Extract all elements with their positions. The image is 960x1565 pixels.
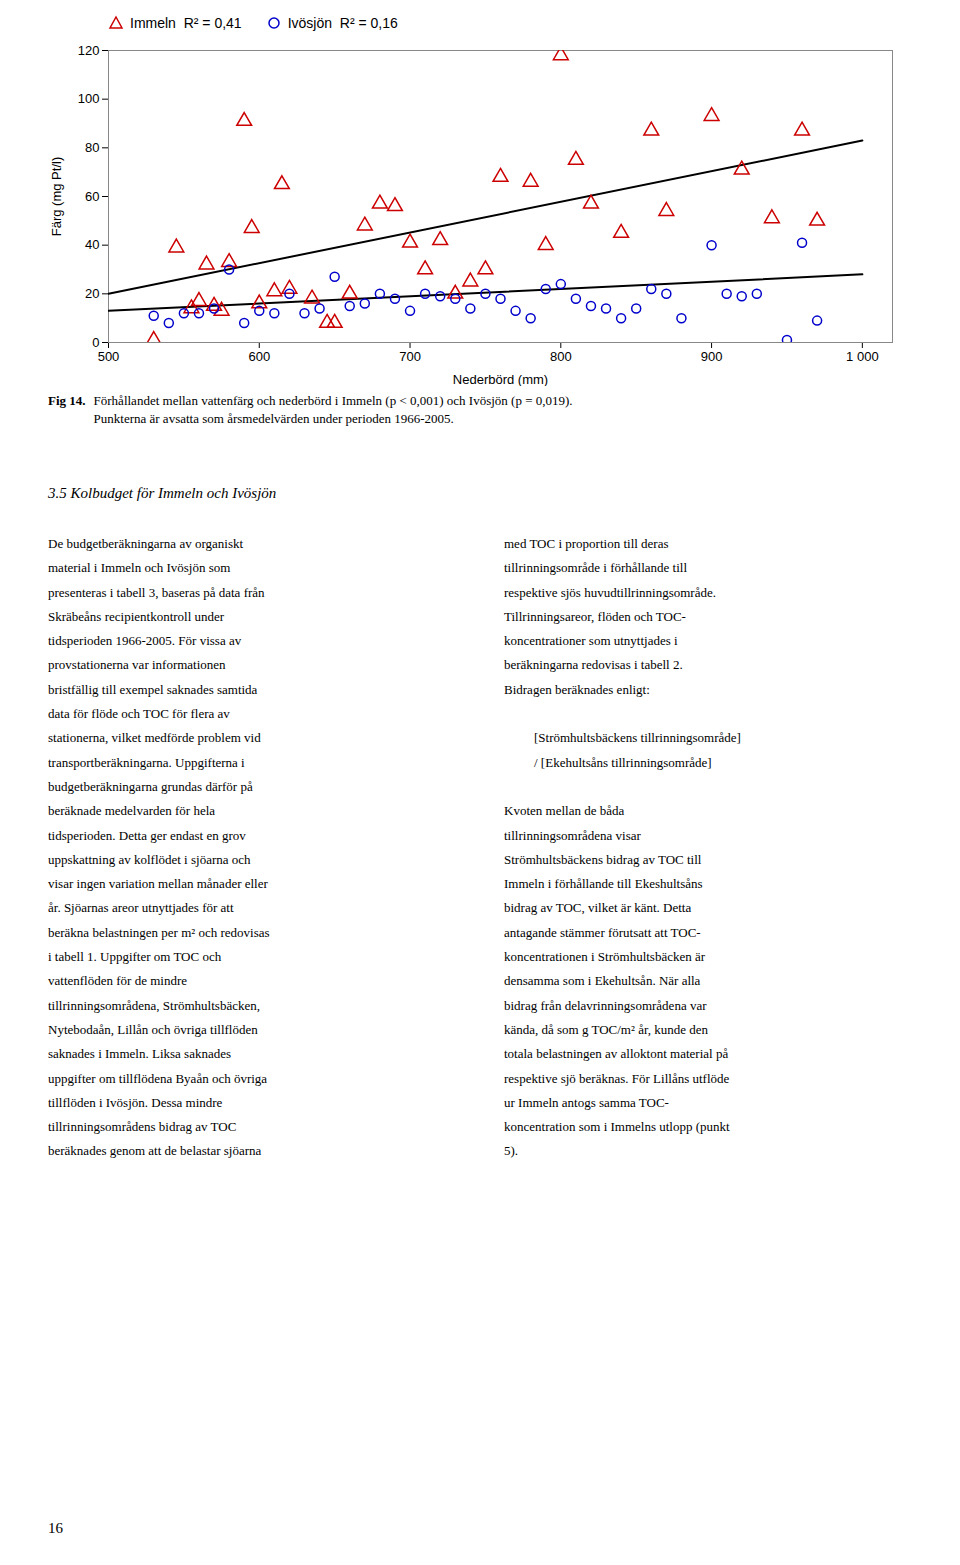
html-text:Ivösjön R² = 0,16: Ivösjön R² = 0,16 <box>287 15 398 31</box>
html-text:De budgetberäkningarna av orga: De budgetberäkningarna av organiskt <box>48 536 244 551</box>
html-text:5).: 5). <box>504 1143 519 1159</box>
html-text:tillrinningsområdens bidrag av: tillrinningsområdens bidrag av TOC <box>48 1119 237 1135</box>
svg-text:800: 800 <box>550 349 572 364</box>
html-text:ur Immeln antogs samma TOC-: ur Immeln antogs samma TOC- <box>504 1094 669 1110</box>
html-text:3.5 Kolbudget för Immeln och I: 3.5 Kolbudget för Immeln och Ivösjön <box>48 485 277 501</box>
html-text:med TOC i proportion till dera: med TOC i proportion till deras <box>504 536 669 551</box>
html-text:saknades i Immeln. Liksa sakna: saknades i Immeln. Liksa saknades <box>48 1046 231 1062</box>
html-text:[Strömhultsbäckens tillrinning: [Strömhultsbäckens tillrinningsområde] <box>534 730 741 746</box>
html-text:koncentration som i Immelns ut: koncentration som i Immelns utlopp (punk… <box>504 1119 730 1135</box>
html-text:koncentrationen i Strömhultsbä: koncentrationen i Strömhultsbäcken är <box>504 949 706 964</box>
svg-text:0: 0 <box>92 335 99 350</box>
html-text:stationerna, vilket medförde p: stationerna, vilket medförde problem vid <box>48 730 261 746</box>
html-text:kända, då som g TOC/m² år, kun: kända, då som g TOC/m² år, kunde den <box>504 1021 708 1037</box>
html-text:/ [Ekehultsåns tillrinningsomr: / [Ekehultsåns tillrinningsområde] <box>534 754 712 770</box>
svg-text:1 000: 1 000 <box>846 349 879 364</box>
html-text:uppskattning av kolflödet i sj: uppskattning av kolflödet i sjöarna och <box>48 851 251 867</box>
svg-text:60: 60 <box>85 189 99 204</box>
html-text:transportberäkningarna. Uppgif: transportberäkningarna. Uppgifterna i <box>48 754 245 770</box>
svg-text:120: 120 <box>78 43 100 58</box>
html-text:Tillrinningsareor, flöden och: Tillrinningsareor, flöden och TOC- <box>504 608 686 624</box>
html-text:totala belastningen av allokto: totala belastningen av alloktont materia… <box>504 1046 729 1062</box>
svg-text:80: 80 <box>85 140 99 155</box>
html-text:budgetberäkningarna grundas dä: budgetberäkningarna grundas därför på <box>48 779 253 794</box>
html-text:16: 16 <box>48 1520 63 1536</box>
html-text:Nytebodaån, Lillån och övriga: Nytebodaån, Lillån och övriga tillflöden <box>48 1021 258 1037</box>
html-text:tillrinningsområdena, Strömhul: tillrinningsområdena, Strömhultsbäcken, <box>48 997 260 1013</box>
html-text:antagande stämmer förutsatt at: antagande stämmer förutsatt att TOC- <box>504 924 701 940</box>
html-text:provstationerna var informatio: provstationerna var informationen <box>48 657 226 673</box>
svg-text:900: 900 <box>701 349 723 364</box>
html-text:bidrag från delavrinningsområd: bidrag från delavrinningsområdena var <box>504 997 707 1013</box>
html-text:beräknade medelvarden för hela: beräknade medelvarden för hela <box>48 803 216 819</box>
html-text:Kvoten mellan de båda: Kvoten mellan de båda <box>504 803 625 819</box>
html-text:Immeln i förhållande till Ekes: Immeln i förhållande till Ekeshultsåns <box>504 876 703 892</box>
html-text:data för flöde och TOC för fle: data för flöde och TOC för flera av <box>48 706 230 722</box>
svg-text:600: 600 <box>248 349 270 364</box>
svg-text:100: 100 <box>78 91 100 106</box>
html-text:Immeln R² = 0,41: Immeln R² = 0,41 <box>130 15 242 31</box>
html-text:Skräbeåns recipientkontroll un: Skräbeåns recipientkontroll under <box>48 608 225 624</box>
html-text:respektive sjös huvudtillrinni: respektive sjös huvudtillrinningsområde. <box>504 584 716 600</box>
html-text:tillrinningsområde i förhållan: tillrinningsområde i förhållande till <box>504 560 687 576</box>
html-text:Strömhultsbäckens bidrag av TO: Strömhultsbäckens bidrag av TOC till <box>504 851 702 867</box>
html-text:bidrag av TOC, vilket är känt.: bidrag av TOC, vilket är känt. Detta <box>504 900 692 916</box>
html-text:i tabell 1. Uppgifter om TOC o: i tabell 1. Uppgifter om TOC och <box>48 949 222 964</box>
html-text:vattenflöden för de mindre: vattenflöden för de mindre <box>48 973 187 989</box>
html-text:Bidragen beräknades enligt:: Bidragen beräknades enligt: <box>504 681 650 697</box>
html-text:beräkningarna redovisas i tabe: beräkningarna redovisas i tabell 2. <box>504 657 683 673</box>
html-text:tillflöden i Ivösjön. Dessa mi: tillflöden i Ivösjön. Dessa mindre <box>48 1094 223 1110</box>
html-text:densamma som i Ekehultsån. När: densamma som i Ekehultsån. När alla <box>504 973 701 989</box>
html-text:beräkna belastningen per m² oc: beräkna belastningen per m² och redovisa… <box>48 924 270 940</box>
html-text:respektive sjö beräknas. För L: respektive sjö beräknas. För Lillåns utf… <box>504 1070 730 1086</box>
html-text:Punkterna är avsatta som årsme: Punkterna är avsatta som årsmedelvärden … <box>93 411 454 426</box>
html-text:bristfällig till exempel sakna: bristfällig till exempel saknades samtid… <box>48 681 258 697</box>
svg-text:Nederbörd (mm): Nederbörd (mm) <box>453 372 548 387</box>
html-text:koncentrationer som utnyttjade: koncentrationer som utnyttjades i <box>504 633 678 649</box>
html-text:beräknades genom att de belast: beräknades genom att de belastar sjöarna <box>48 1143 262 1159</box>
svg-text:20: 20 <box>85 286 99 301</box>
html-text:Förhållandet mellan vattenfärg: Förhållandet mellan vattenfärg och neder… <box>93 393 573 408</box>
html-text:material i Immeln och Ivösjön: material i Immeln och Ivösjön som <box>48 560 231 576</box>
html-text:Fig 14.: Fig 14. <box>48 393 86 408</box>
html-text:tidsperioden 1966-2005. För vi: tidsperioden 1966-2005. För vissa av <box>48 633 242 649</box>
html-text:visar ingen variation mellan m: visar ingen variation mellan månader ell… <box>48 876 268 892</box>
svg-text:Färg (mg Pt/l): Färg (mg Pt/l) <box>49 157 64 236</box>
svg-text:500: 500 <box>98 349 120 364</box>
html-text:presenteras i tabell 3, basera: presenteras i tabell 3, baseras på data … <box>48 584 265 600</box>
html-text:år. Sjöarnas areor utnyttjades: år. Sjöarnas areor utnyttjades för att <box>48 900 234 916</box>
svg-text:700: 700 <box>399 349 421 364</box>
html-text:uppgifter om tillflödena Byaån: uppgifter om tillflödena Byaån och övrig… <box>48 1070 268 1086</box>
html-text:tidsperioden. Detta ger endast: tidsperioden. Detta ger endast en grov <box>48 827 246 843</box>
svg-text:40: 40 <box>85 237 99 252</box>
html-text:tillrinningsområdena visar: tillrinningsområdena visar <box>504 827 641 843</box>
